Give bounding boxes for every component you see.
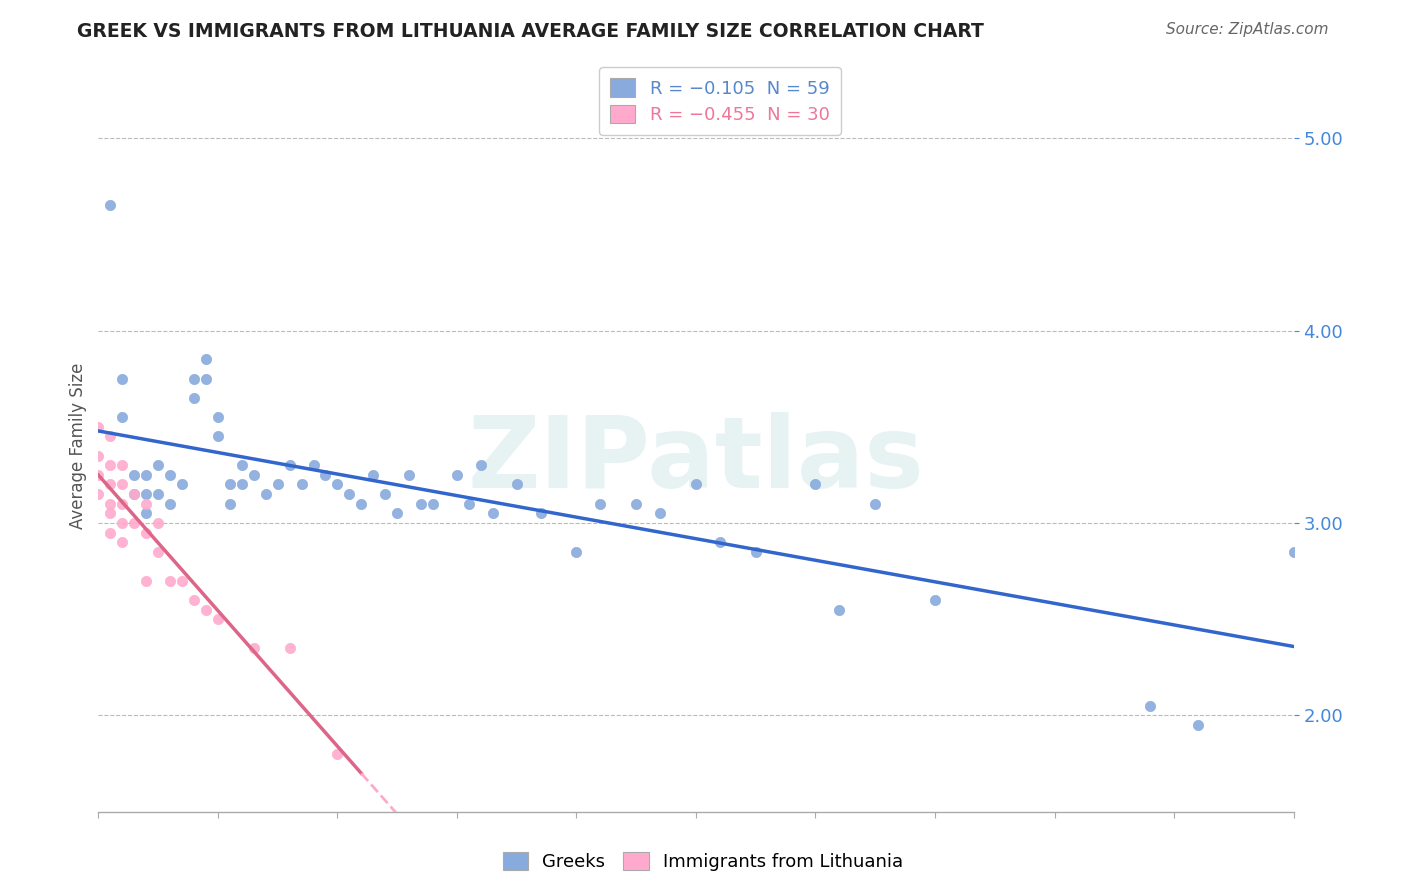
Point [350,497,373,511]
Point [243,641,266,656]
Text: GREEK VS IMMIGRANTS FROM LITHUANIA AVERAGE FAMILY SIZE CORRELATION CHART: GREEK VS IMMIGRANTS FROM LITHUANIA AVERA… [77,22,984,41]
Point [648,507,672,521]
Point [87,487,110,501]
Point [124,467,146,482]
Text: Source: ZipAtlas.com: Source: ZipAtlas.com [1166,22,1329,37]
Point [98,507,122,521]
Point [87,419,110,434]
Point [111,497,134,511]
Point [1139,698,1161,713]
Point [135,467,157,482]
Point [98,477,122,491]
Point [111,371,134,385]
Legend: R = −0.105  N = 59, R = −0.455  N = 30: R = −0.105 N = 59, R = −0.455 N = 30 [599,68,841,135]
Point [339,487,361,501]
Point [172,477,194,491]
Point [159,574,181,588]
Point [278,641,301,656]
Point [219,497,242,511]
Point [865,497,887,511]
Point [506,477,529,491]
Point [183,593,205,607]
Point [219,477,242,491]
Point [207,429,229,443]
Point [195,371,218,385]
Point [231,458,253,473]
Point [172,574,194,588]
Point [98,525,122,540]
Point [302,458,325,473]
Point [135,574,157,588]
Point [148,516,170,530]
Point [828,602,851,616]
Point [422,497,444,511]
Point [804,477,827,491]
Point [124,487,146,501]
Point [148,458,170,473]
Point [98,429,122,443]
Point [135,507,157,521]
Point [148,487,170,501]
Point [626,497,648,511]
Point [326,747,349,761]
Text: ZIPatlas: ZIPatlas [468,412,924,509]
Point [326,477,349,491]
Point [243,467,266,482]
Point [385,507,409,521]
Point [207,612,229,626]
Point [111,516,134,530]
Point [291,477,314,491]
Point [98,198,122,212]
Point [183,391,205,405]
Y-axis label: Average Family Size: Average Family Size [69,363,87,529]
Point [589,497,612,511]
Point [565,545,588,559]
Point [159,467,181,482]
Point [924,593,946,607]
Point [148,545,170,559]
Point [530,507,553,521]
Point [254,487,277,501]
Point [111,458,134,473]
Point [98,497,122,511]
Point [87,467,110,482]
Point [709,535,731,549]
Point [231,477,253,491]
Point [111,477,134,491]
Point [278,458,301,473]
Point [685,477,707,491]
Point [470,458,492,473]
Point [411,497,433,511]
Point [135,497,157,511]
Point [195,352,218,367]
Point [481,507,505,521]
Point [98,458,122,473]
Point [207,410,229,425]
Point [159,497,181,511]
Point [745,545,768,559]
Point [458,497,481,511]
Point [111,535,134,549]
Point [111,410,134,425]
Point [446,467,468,482]
Point [135,525,157,540]
Point [267,477,290,491]
Point [374,487,396,501]
Point [315,467,337,482]
Point [398,467,420,482]
Legend: Greeks, Immigrants from Lithuania: Greeks, Immigrants from Lithuania [495,845,911,879]
Point [124,516,146,530]
Point [195,602,218,616]
Point [183,371,205,385]
Point [363,467,385,482]
Point [135,487,157,501]
Point [1187,718,1209,732]
Point [1282,545,1305,559]
Point [124,487,146,501]
Point [87,449,110,463]
